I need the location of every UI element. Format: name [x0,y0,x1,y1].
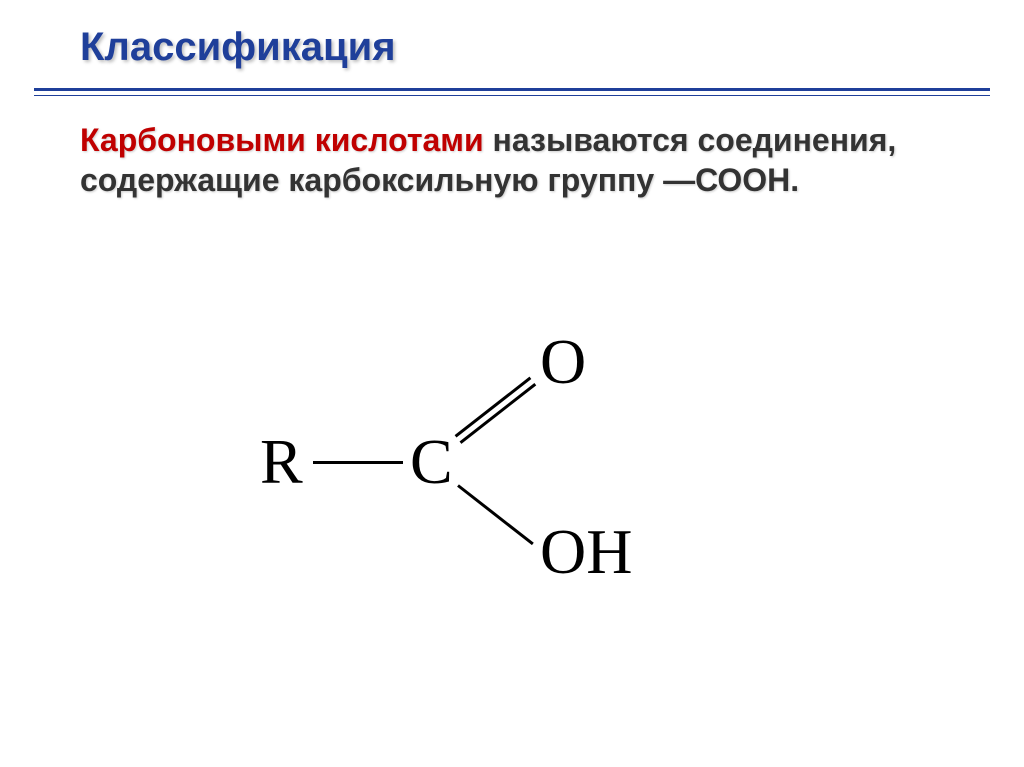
divider-line-1 [34,88,990,91]
bond-C-OH [457,484,534,545]
bond-R-C [313,461,403,464]
atom-OH: OH [540,520,632,584]
atom-O: O [540,330,586,394]
definition-text: Карбоновыми кислотами называются соедине… [80,120,940,200]
carboxyl-structure: R C O OH [260,330,760,590]
atom-R: R [260,430,303,494]
slide-title: Классификация [80,25,396,70]
atom-C: C [410,430,453,494]
slide: Классификация Карбоновыми кислотами назы… [0,0,1024,767]
definition-highlight: Карбоновыми кислотами [80,122,484,158]
bond-C-O-a [455,377,532,438]
divider-line-2 [34,95,990,96]
bond-C-O-b [460,383,537,444]
